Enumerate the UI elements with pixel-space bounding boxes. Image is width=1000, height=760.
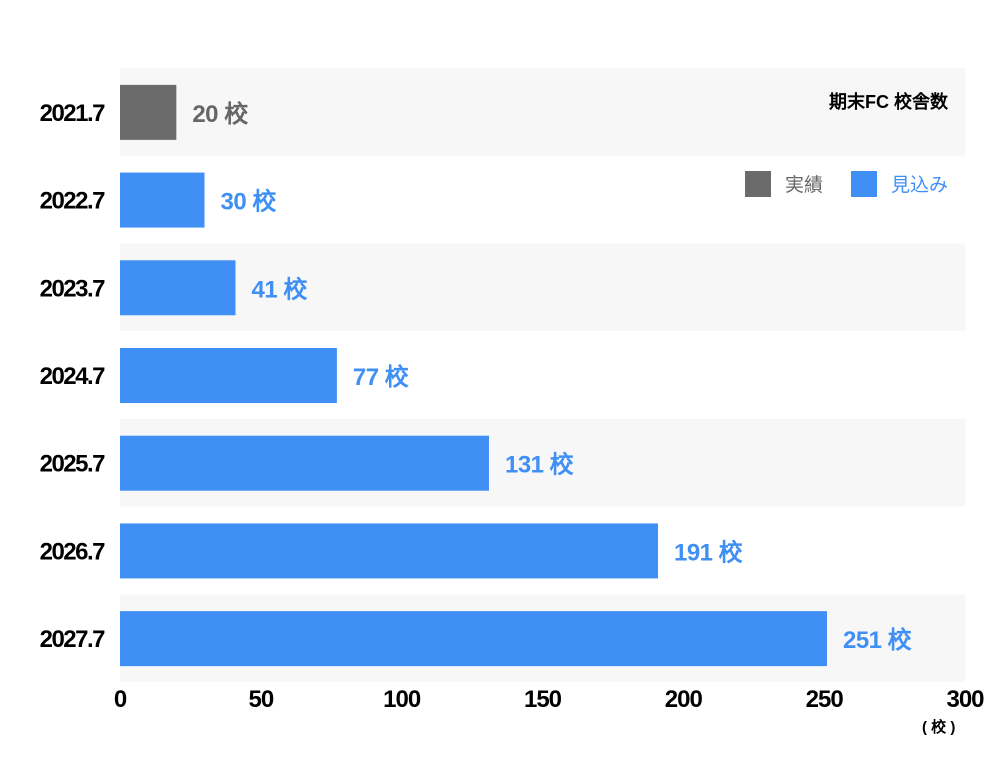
row-band xyxy=(120,155,965,244)
legend-label-actual: 実績 xyxy=(784,175,823,196)
row-band xyxy=(120,68,965,156)
data-label: 20 校 xyxy=(192,100,249,128)
category-label: 2025.7 xyxy=(40,451,106,478)
category-label: 2027.7 xyxy=(40,626,106,653)
x-tick-label: 100 xyxy=(383,686,421,713)
bar xyxy=(120,260,236,316)
legend: 実績 見込み xyxy=(744,170,948,197)
bar xyxy=(120,84,177,140)
data-label: 191 校 xyxy=(674,538,744,566)
x-tick-label: 200 xyxy=(665,686,703,713)
legend-label-forecast: 見込み xyxy=(890,175,948,196)
category-label: 2024.7 xyxy=(40,363,106,390)
bar xyxy=(120,435,489,491)
x-tick-label: 250 xyxy=(806,686,844,713)
category-label: 2021.7 xyxy=(40,100,106,127)
category-label: 2022.7 xyxy=(40,188,106,215)
bar xyxy=(120,611,827,667)
x-tick-label: 50 xyxy=(248,686,273,713)
bar xyxy=(120,348,337,403)
row-band xyxy=(120,243,965,332)
data-label: 41 校 xyxy=(251,275,308,303)
x-tick-label: 150 xyxy=(524,686,562,713)
data-label: 77 校 xyxy=(353,363,410,391)
legend-swatch-forecast xyxy=(850,170,877,197)
x-axis-unit: ( 校 ) xyxy=(922,719,956,736)
bar xyxy=(120,172,205,228)
bar xyxy=(120,523,658,579)
chart-title: 期末FC 校舎数 xyxy=(829,92,948,112)
data-label: 131 校 xyxy=(505,451,575,479)
legend-swatch-actual xyxy=(744,170,771,197)
category-label: 2023.7 xyxy=(40,275,106,302)
x-tick-label: 0 xyxy=(114,686,127,713)
category-label: 2026.7 xyxy=(40,538,106,565)
data-label: 251 校 xyxy=(843,626,913,654)
x-tick-label: 300 xyxy=(946,686,984,713)
data-label: 30 校 xyxy=(221,188,278,216)
